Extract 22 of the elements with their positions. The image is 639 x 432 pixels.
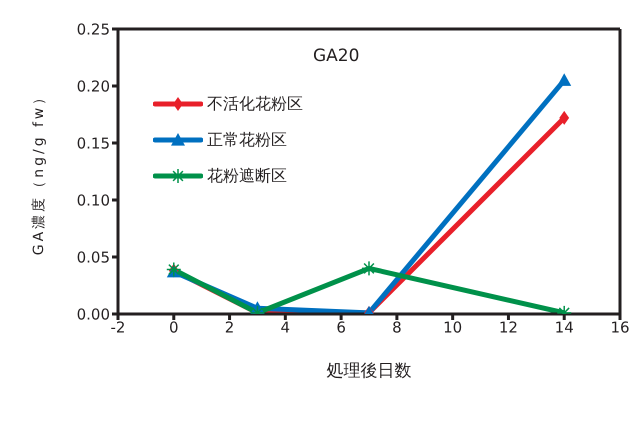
y-tick-label: 0.05 bbox=[76, 248, 110, 266]
x-tick-label: 12 bbox=[498, 318, 518, 337]
text: GA20 bbox=[313, 46, 360, 66]
x-tick-label: 6 bbox=[336, 318, 346, 337]
y-axis-title: GA濃度（ng/g fw） bbox=[30, 88, 47, 256]
y-tick-label: 0.20 bbox=[76, 77, 110, 96]
x-tick-label: 0 bbox=[169, 318, 179, 337]
x-axis-title: 処理後日数 bbox=[326, 361, 412, 381]
x-tick-label: -2 bbox=[110, 318, 126, 337]
y-tick-label: 0.10 bbox=[76, 191, 110, 210]
x-tick-label: 14 bbox=[554, 318, 574, 337]
x-tick-label: 16 bbox=[610, 318, 630, 337]
legend-label: 正常花粉区 bbox=[207, 129, 287, 151]
x-tick-label: 4 bbox=[280, 318, 290, 337]
x-tick-label: 10 bbox=[443, 318, 462, 337]
legend-label: 花粉遮断区 bbox=[207, 165, 287, 187]
y-tick-label: 0.15 bbox=[76, 134, 110, 152]
x-tick-label: 2 bbox=[224, 318, 234, 337]
y-tick-label: 0.00 bbox=[76, 305, 110, 324]
y-tick-label: 0.25 bbox=[76, 20, 110, 38]
x-tick-label: 8 bbox=[392, 318, 402, 337]
legend-label: 不活化花粉区 bbox=[207, 93, 303, 115]
